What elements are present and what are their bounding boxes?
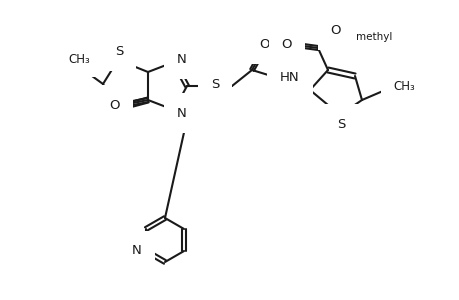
Text: S: S [210,77,218,91]
Text: O: O [330,23,341,37]
Text: S: S [115,44,123,58]
Text: methyl: methyl [355,32,392,42]
Text: CH₃: CH₃ [68,52,90,65]
Text: S: S [336,118,344,130]
Text: N: N [177,52,186,65]
Text: N: N [177,106,186,119]
Text: O: O [259,38,270,50]
Text: CH₃: CH₃ [392,80,414,92]
Text: O: O [281,38,291,50]
Text: N: N [132,244,141,257]
Text: O: O [110,98,120,112]
Text: HN: HN [280,70,299,83]
